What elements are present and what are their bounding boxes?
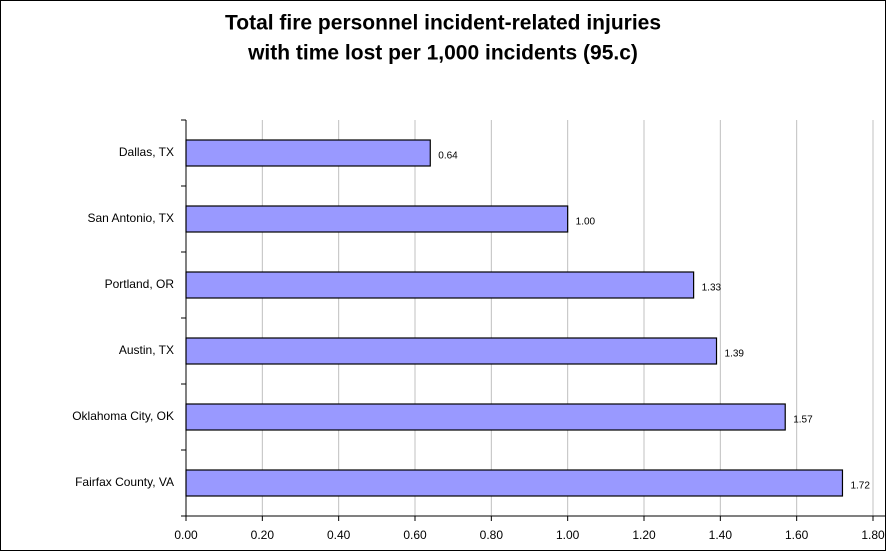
bar <box>185 403 786 431</box>
y-tick-label: Portland, OR <box>105 277 175 291</box>
y-tick-label: Dallas, TX <box>119 145 174 159</box>
bar <box>185 337 718 365</box>
value-label: 1.00 <box>576 217 596 228</box>
y-tick-label: Austin, TX <box>119 343 174 357</box>
x-tick-label: 0.80 <box>480 528 504 542</box>
bar <box>185 469 844 497</box>
value-label: 1.39 <box>725 349 745 360</box>
value-label: 0.64 <box>438 151 458 162</box>
x-tick-label: 0.60 <box>403 528 427 542</box>
bar <box>185 139 431 167</box>
y-tick-label: San Antonio, TX <box>87 211 174 225</box>
bar <box>185 205 569 233</box>
bar <box>185 271 695 299</box>
x-tick-label: 1.00 <box>556 528 580 542</box>
x-tick-label: 0.20 <box>251 528 275 542</box>
x-tick-label: 0.00 <box>174 528 198 542</box>
x-tick-label: 1.40 <box>709 528 733 542</box>
y-tick-label: Fairfax County, VA <box>75 475 174 489</box>
value-label: 1.72 <box>850 481 870 492</box>
value-label: 1.57 <box>793 415 813 426</box>
chart-title: with time lost per 1,000 incidents (95.c… <box>247 42 638 65</box>
x-tick-label: 1.80 <box>861 528 885 542</box>
value-label: 1.33 <box>702 283 722 294</box>
chart-title: Total fire personnel incident-related in… <box>225 12 661 35</box>
x-tick-label: 1.60 <box>785 528 809 542</box>
x-tick-label: 0.40 <box>327 528 351 542</box>
y-tick-label: Oklahoma City, OK <box>72 409 174 423</box>
x-tick-label: 1.20 <box>632 528 656 542</box>
